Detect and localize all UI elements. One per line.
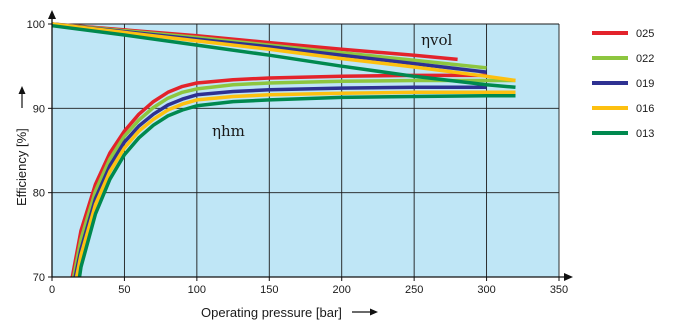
x-axis-title-arrow	[352, 308, 378, 316]
y-tick-label: 90	[33, 103, 45, 115]
y-axis-title: Efficiency [%]	[14, 128, 29, 206]
x-tick-label: 250	[405, 284, 423, 296]
series-line-013-eta-vol	[51, 23, 516, 90]
annotation-eta-hm: ηhm	[212, 122, 245, 140]
legend: 025 022 019 016 013	[592, 28, 654, 140]
annotation-eta-vol: ηvol	[421, 31, 452, 49]
series-line-016-eta-hm	[74, 90, 516, 278]
x-tick-label: 350	[550, 284, 568, 296]
legend-label-025: 025	[636, 28, 654, 40]
legend-label-013: 013	[636, 128, 654, 140]
grid	[52, 23, 560, 277]
axes	[48, 10, 573, 281]
y-axis-title-arrow	[18, 86, 26, 108]
y-tick-label: 70	[33, 272, 45, 284]
x-tick-label: 50	[118, 284, 130, 296]
x-tick-label: 300	[477, 284, 495, 296]
x-tick-label: 200	[333, 284, 351, 296]
y-axis-arrowhead	[48, 10, 56, 19]
legend-label-022: 022	[636, 53, 654, 65]
series-layer	[51, 22, 516, 278]
series-line-022-eta-hm	[71, 78, 516, 278]
series-line-025-eta-hm	[70, 73, 487, 278]
y-tick-label: 80	[33, 188, 45, 200]
x-tick-label: 150	[260, 284, 278, 296]
legend-label-016: 016	[636, 103, 654, 115]
legend-label-019: 019	[636, 78, 654, 90]
x-axis-arrowhead	[564, 273, 573, 281]
x-tick-label: 0	[49, 284, 55, 296]
tick-labels: 0 50 100 150 200 250 300 350 70 80 90 100	[27, 19, 569, 296]
series-line-013-eta-hm	[77, 93, 516, 278]
x-tick-label: 100	[188, 284, 206, 296]
series-line-019-eta-hm	[73, 85, 487, 278]
x-axis-title: Operating pressure [bar]	[201, 305, 342, 320]
y-tick-label: 100	[27, 19, 45, 31]
series-line-016-eta-vol	[51, 22, 516, 83]
